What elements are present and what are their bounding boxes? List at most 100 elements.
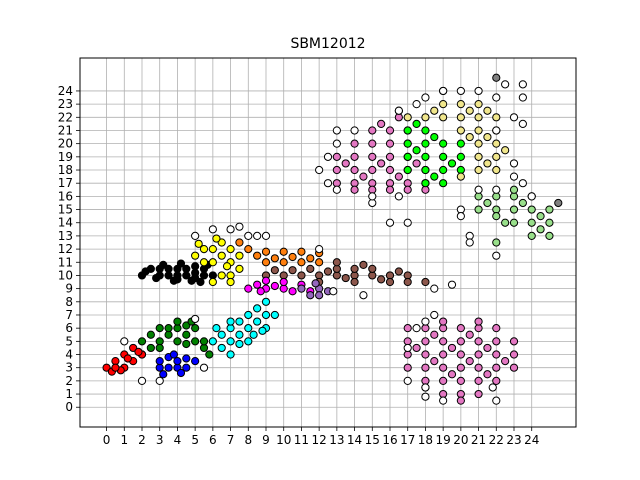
data-point [492, 376, 501, 385]
data-point [456, 363, 465, 372]
data-point [474, 113, 483, 122]
x-tick-label: 22 [489, 433, 504, 447]
data-point [199, 363, 209, 372]
x-tick-label: 24 [524, 433, 539, 447]
data-point [527, 192, 536, 201]
data-point [377, 119, 386, 128]
data-point [217, 251, 226, 260]
data-point [182, 264, 191, 273]
data-point [474, 389, 483, 399]
data-point [474, 139, 483, 148]
data-point [368, 126, 377, 135]
data-point [492, 350, 501, 359]
data-point [199, 258, 209, 267]
data-point [456, 100, 465, 109]
data-point [394, 192, 403, 201]
data-point [430, 310, 439, 320]
data-point [191, 262, 200, 271]
data-point [439, 139, 448, 148]
data-point [235, 264, 244, 273]
y-tick-label: 8 [65, 295, 73, 309]
data-point [368, 165, 377, 175]
data-point [261, 258, 271, 267]
data-point [509, 350, 519, 359]
data-point [447, 280, 457, 289]
y-tick-label: 17 [58, 176, 73, 190]
data-point [501, 80, 510, 89]
data-point [509, 337, 519, 346]
data-point [191, 324, 200, 333]
data-point [421, 152, 430, 161]
data-point [217, 271, 226, 280]
data-point [253, 317, 262, 326]
data-point [412, 100, 421, 109]
x-tick-label: 17 [400, 433, 415, 447]
data-point [341, 159, 350, 168]
data-point [288, 266, 297, 275]
data-point [474, 185, 483, 194]
data-point [253, 304, 262, 313]
data-point [394, 172, 403, 181]
data-point [173, 317, 182, 326]
data-point [350, 152, 359, 161]
data-point [315, 165, 324, 175]
data-point [261, 247, 271, 256]
data-point [249, 330, 258, 339]
data-point [256, 287, 265, 296]
data-point [235, 251, 244, 260]
data-point [311, 279, 320, 288]
data-point [152, 273, 161, 283]
data-point [323, 267, 333, 276]
data-point [465, 330, 474, 339]
x-tick-label: 9 [262, 433, 270, 447]
data-point [191, 357, 200, 366]
data-point [483, 343, 492, 353]
data-point [235, 238, 244, 247]
data-point [492, 363, 501, 372]
data-point [226, 225, 235, 234]
data-point [403, 343, 412, 353]
data-point [129, 343, 138, 353]
data-point [385, 152, 395, 161]
data-point [297, 271, 306, 280]
data-point [403, 218, 412, 227]
data-point [403, 363, 412, 372]
data-point [456, 152, 465, 161]
data-point [456, 113, 465, 122]
data-point [403, 324, 412, 333]
data-point [235, 339, 244, 349]
data-point [191, 337, 200, 346]
data-point [403, 152, 412, 161]
data-point [350, 185, 359, 194]
data-point [315, 291, 324, 300]
data-point [279, 258, 288, 267]
data-point [368, 139, 377, 148]
data-point [111, 363, 120, 372]
data-point [439, 317, 448, 326]
data-point [421, 126, 430, 135]
data-point [199, 244, 209, 254]
data-point [501, 146, 510, 155]
data-point [244, 337, 253, 346]
x-tick-label: 8 [244, 433, 252, 447]
data-point [226, 277, 235, 287]
data-point [509, 159, 519, 168]
data-point [244, 231, 253, 241]
data-point [253, 251, 262, 260]
x-tick-label: 0 [103, 433, 111, 447]
data-point [350, 139, 359, 148]
data-point [182, 339, 191, 349]
data-point [509, 363, 519, 372]
x-tick-label: 19 [436, 433, 451, 447]
data-point [359, 291, 368, 300]
data-point [196, 277, 205, 287]
y-tick-label: 16 [58, 189, 73, 203]
data-point [146, 330, 155, 339]
y-tick-label: 1 [65, 387, 73, 401]
data-point [518, 179, 527, 188]
data-point [439, 363, 448, 372]
y-tick-label: 24 [58, 84, 73, 98]
data-point [509, 205, 519, 214]
data-point [332, 258, 341, 267]
data-point [212, 234, 221, 243]
